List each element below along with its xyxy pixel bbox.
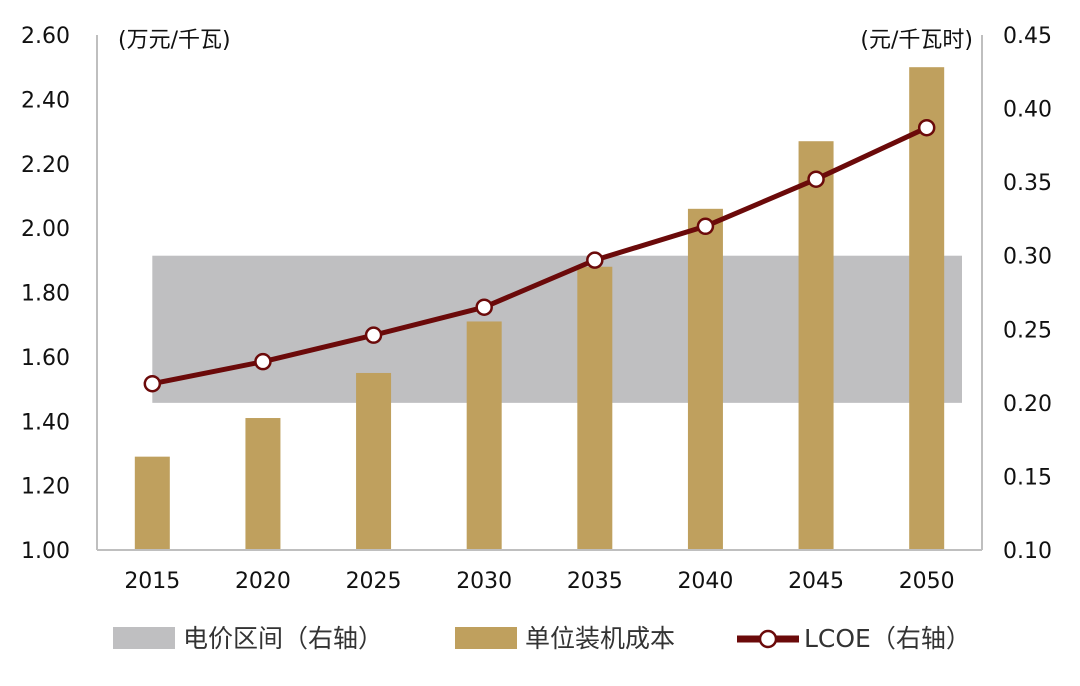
legend-label-bars: 单位装机成本 — [525, 624, 675, 653]
left-tick-label: 1.20 — [21, 475, 70, 500]
left-tick-label: 1.80 — [21, 282, 70, 307]
lcoe-point-2040 — [696, 217, 715, 236]
x-tick-label: 2045 — [788, 569, 844, 594]
legend-swatch-marker — [758, 629, 778, 649]
x-tick-label: 2050 — [899, 569, 955, 594]
right-axis-unit: (元/千瓦时) — [860, 28, 973, 53]
legend-swatch-band — [113, 627, 175, 649]
lcoe-point-2025 — [364, 326, 383, 344]
left-axis-unit: (万元/千瓦) — [118, 28, 231, 53]
lcoe-point-2035 — [586, 251, 604, 269]
lcoe-line — [151, 125, 928, 387]
x-tick-label: 2035 — [567, 569, 623, 594]
right-tick-label: 0.45 — [1003, 24, 1052, 49]
right-tick-label: 0.20 — [1003, 392, 1052, 417]
x-tick-label: 2025 — [346, 569, 402, 594]
right-tick-label: 0.40 — [1003, 98, 1052, 123]
lcoe-point-2015 — [143, 374, 162, 393]
x-tick-label: 2020 — [235, 569, 291, 594]
right-tick-label: 0.25 — [1003, 318, 1052, 343]
right-tick-label: 0.15 — [1003, 465, 1052, 490]
left-tick-label: 2.00 — [21, 217, 70, 242]
right-tick-label: 0.35 — [1003, 171, 1052, 196]
x-tick-label: 2040 — [677, 569, 733, 594]
lcoe-point-2020 — [254, 352, 272, 371]
legend-label-band: 电价区间（右轴） — [183, 624, 383, 653]
left-tick-label: 1.00 — [21, 539, 70, 564]
bar-2020 — [245, 418, 281, 550]
right-tick-label: 0.30 — [1003, 245, 1052, 270]
left-tick-label: 2.40 — [21, 88, 70, 113]
x-tick-label: 2015 — [124, 569, 180, 594]
left-tick-label: 1.60 — [21, 346, 70, 371]
lcoe-point-2030 — [475, 298, 493, 316]
lcoe-point-2045 — [807, 170, 825, 188]
bar-2030 — [466, 321, 502, 550]
left-tick-label: 2.20 — [21, 153, 70, 178]
lcoe-point-2050 — [917, 118, 936, 137]
legend-label-line: LCOE（右轴） — [804, 624, 971, 653]
right-tick-label: 0.10 — [1003, 539, 1052, 564]
x-tick-label: 2030 — [456, 569, 512, 594]
bar-2015 — [134, 456, 170, 550]
bar-2050 — [909, 67, 945, 550]
bar-2035 — [577, 266, 613, 550]
left-tick-label: 2.60 — [21, 24, 70, 49]
bar-2045 — [798, 141, 834, 550]
left-tick-label: 1.40 — [21, 410, 70, 435]
legend-swatch-bars — [455, 627, 517, 649]
bar-2025 — [356, 372, 392, 550]
bar-2040 — [687, 208, 723, 550]
